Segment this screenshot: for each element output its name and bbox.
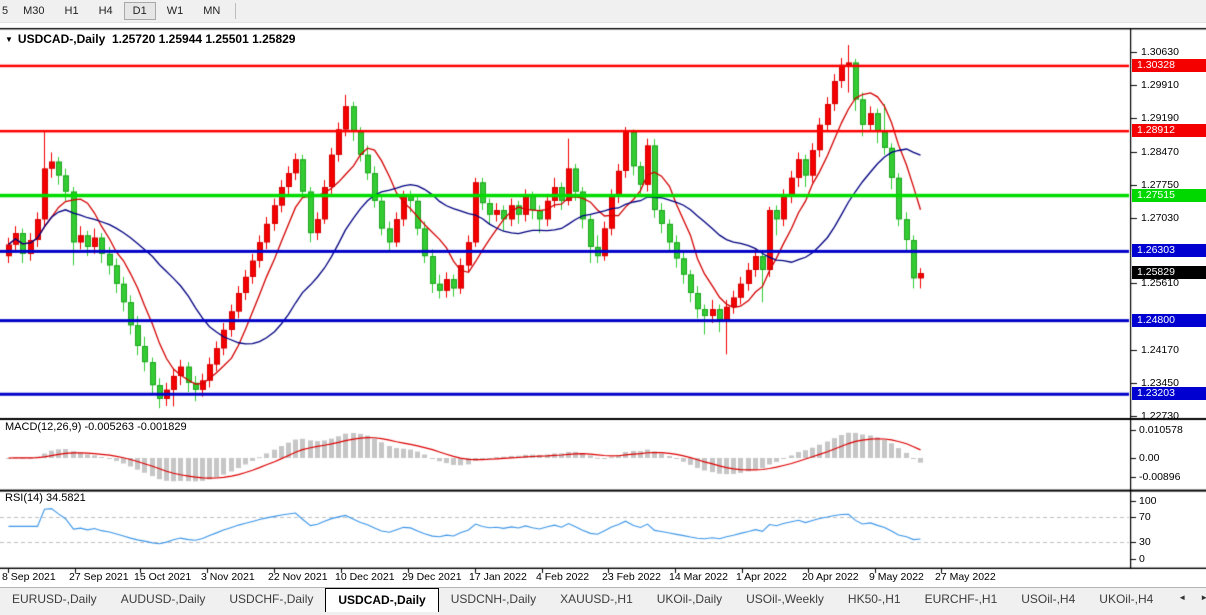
level-price-badge: 1.23203 [1132, 387, 1206, 401]
symbol-tab-bar: EURUSD-,Daily AUDUSD-,Daily USDCHF-,Daily U… [0, 587, 1206, 615]
date-tick-label: 14 Mar 2022 [669, 571, 728, 583]
timeframe-button-d1[interactable]: D1 [123, 2, 156, 20]
price-tick-label: 1.23450 [1141, 376, 1179, 389]
tab-scroll-controls: ◄ ► [1171, 591, 1206, 604]
level-price-badge: 1.28912 [1132, 124, 1206, 138]
price-tick-label: 1.27750 [1141, 178, 1179, 191]
price-tick-label: 1.28470 [1141, 145, 1179, 158]
date-tick-label: 27 Sep 2021 [69, 571, 129, 583]
date-tick-label: 27 May 2022 [935, 571, 996, 583]
timeframe-button-5[interactable]: 5 [2, 5, 9, 17]
price-tick-label: 1.27030 [1141, 211, 1179, 224]
price-tick-label: 1.24170 [1141, 343, 1179, 356]
date-tick-label: 23 Feb 2022 [602, 571, 661, 583]
rsi-label: RSI(14) 34.5821 [5, 492, 86, 504]
level-price-badge: 1.26303 [1132, 244, 1206, 258]
macd-axis-label: 0.00 [1139, 452, 1160, 464]
rsi-axis-label: 100 [1139, 495, 1157, 507]
tab-usdcaddaily[interactable]: USDCAD-,Daily [325, 588, 439, 612]
timeframe-button-m30[interactable]: M30 [23, 5, 45, 17]
macd-axis-label: -0.00896 [1139, 471, 1181, 483]
price-tick-label: 1.29190 [1141, 112, 1179, 125]
rsi-axis-label: 0 [1139, 553, 1145, 565]
tab-ukoilh4[interactable]: UKOil-,H4 [1099, 592, 1154, 606]
tab-usdcnhdaily[interactable]: USDCNH-,Daily [450, 592, 537, 606]
level-price-badge: 1.27515 [1132, 188, 1206, 202]
rsi-axis-label: 70 [1139, 511, 1151, 523]
date-tick-label: 15 Oct 2021 [134, 571, 192, 583]
date-tick-label: 20 Apr 2022 [802, 571, 859, 583]
rsi-axis-label: 30 [1139, 536, 1151, 548]
tab-ukoildaily[interactable]: UKOil-,Daily [656, 592, 723, 606]
price-tick-label: 1.29910 [1141, 79, 1179, 92]
date-tick-label: 4 Feb 2022 [536, 571, 590, 583]
price-tick-label: 1.30630 [1141, 46, 1179, 58]
tab-scroll-right-icon[interactable]: ► [1200, 593, 1206, 602]
date-tick-label: 1 Apr 2022 [736, 571, 787, 583]
date-tick-label: 3 Nov 2021 [201, 571, 255, 583]
timeframe-button-h4[interactable]: H4 [98, 5, 113, 17]
timeframe-button-w1[interactable]: W1 [166, 5, 184, 17]
level-price-badge: 1.24800 [1132, 313, 1206, 327]
price-tick-label: 1.25610 [1141, 277, 1179, 290]
macd-axis-label: 0.010578 [1139, 424, 1183, 436]
tab-hk50h1[interactable]: HK50-,H1 [847, 592, 901, 606]
ohlc-values: 1.25720 1.25944 1.25501 1.25829 [111, 32, 296, 46]
timeframe-button-mn[interactable]: MN [203, 5, 221, 17]
date-tick-label: 10 Dec 2021 [335, 571, 395, 583]
date-tick-label: 8 Sep 2021 [2, 571, 56, 583]
tab-eurusddaily[interactable]: EURUSD-,Daily [12, 592, 97, 606]
level-price-badge: 1.30328 [1132, 58, 1206, 72]
chart-title-overlay: ▼ USDCAD-,Daily 1.25720 1.25944 1.25501 1… [5, 32, 295, 46]
date-tick-label: 17 Jan 2022 [469, 571, 527, 583]
tab-scroll-left-icon[interactable]: ◄ [1178, 593, 1187, 602]
current-price-badge: 1.25829 [1132, 266, 1206, 280]
tab-xauusdh1[interactable]: XAUUSD-,H1 [560, 592, 633, 606]
timeframe-button-h1[interactable]: H1 [64, 5, 79, 17]
macd-label: MACD(12,26,9) -0.005263 -0.001829 [5, 421, 187, 433]
symbol-title: USDCAD-,Daily [17, 32, 106, 46]
tab-usoilweekly[interactable]: USOil-,Weekly [746, 592, 824, 606]
toolbar-separator [235, 3, 237, 19]
date-tick-label: 29 Dec 2021 [402, 571, 462, 583]
date-tick-label: 22 Nov 2021 [268, 571, 328, 583]
collapse-arrow-icon[interactable]: ▼ [5, 35, 13, 44]
timeframe-toolbar: 5 M30 H1 H4 D1 W1 MN [0, 0, 1206, 23]
price-tick-label: 1.22730 [1141, 410, 1179, 423]
date-tick-label: 9 May 2022 [869, 571, 924, 583]
tab-audusddaily[interactable]: AUDUSD-,Daily [120, 592, 206, 606]
tab-eurchfh1[interactable]: EURCHF-,H1 [924, 592, 998, 606]
tab-usdchfdaily[interactable]: USDCHF-,Daily [229, 592, 314, 606]
tab-usoilh4[interactable]: USOil-,H4 [1021, 592, 1076, 606]
